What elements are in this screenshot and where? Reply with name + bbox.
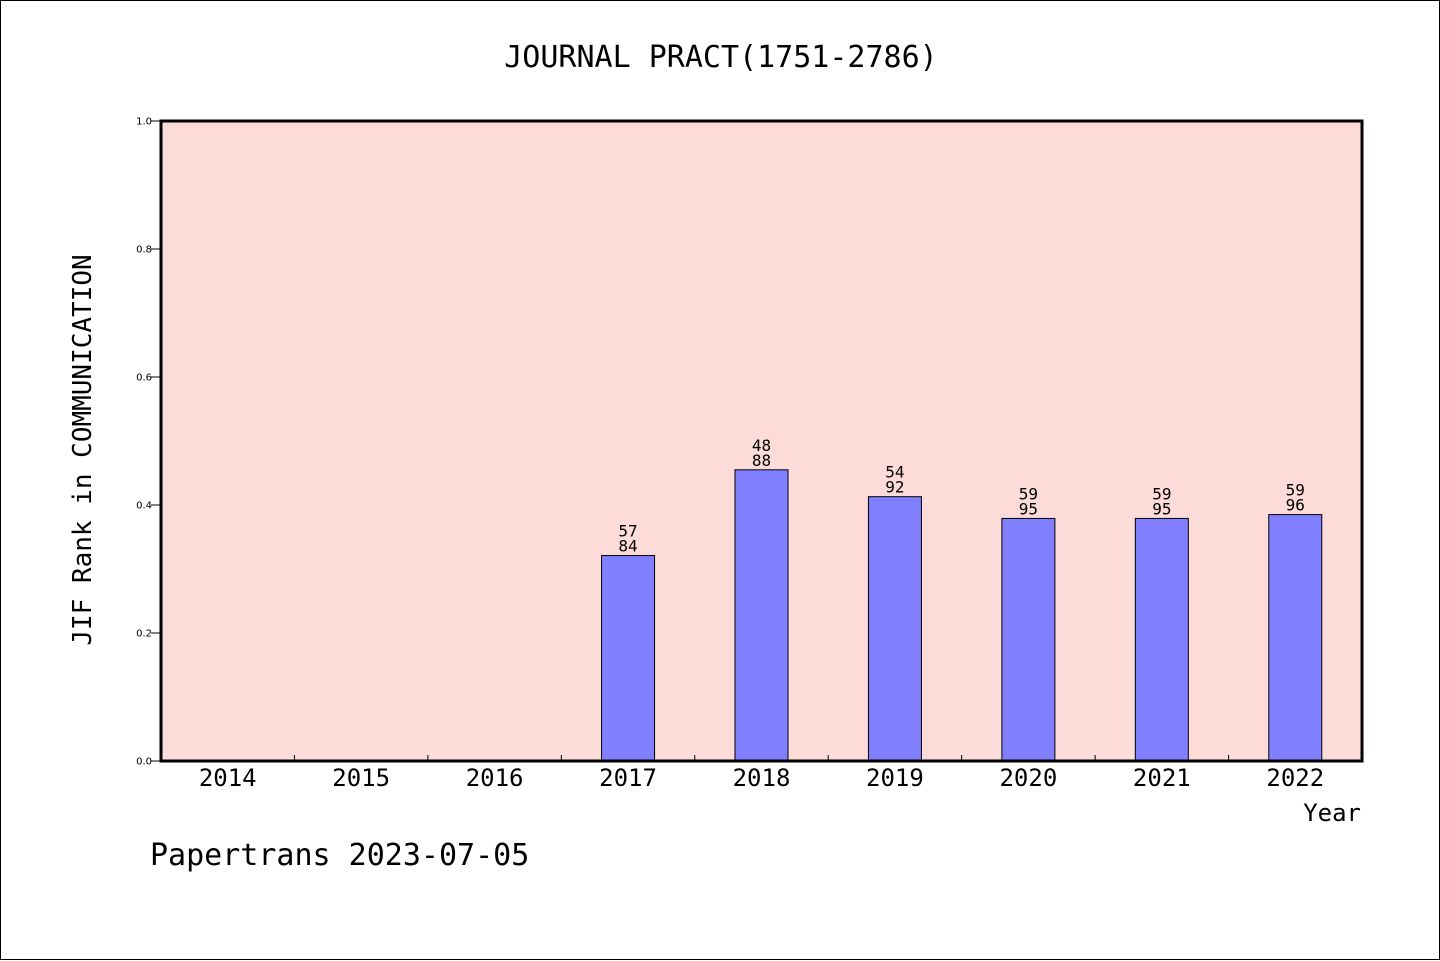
x-tick-label: 2017 <box>599 764 657 792</box>
bar-rank-label: 59 <box>1019 484 1038 503</box>
y-axis-label: JIF Rank in COMMUNICATION <box>68 254 98 645</box>
x-tick-label: 2015 <box>332 764 390 792</box>
bar-rank-label: 59 <box>1152 484 1171 503</box>
x-tick-label: 2021 <box>1133 764 1191 792</box>
bar-2019 <box>867 496 922 762</box>
bar-2021 <box>1134 517 1189 762</box>
bar-2020 <box>1001 517 1056 762</box>
y-tick-label: 0.4 <box>136 501 152 512</box>
bar-2018 <box>734 469 789 762</box>
bar-total-label: 88 <box>752 451 771 470</box>
bar-rank-label: 48 <box>752 436 771 455</box>
y-tick-label: 1.0 <box>136 117 152 128</box>
y-tick-label: 0.6 <box>136 373 152 384</box>
x-axis-ticks: 2014 2015 2016 2017 2018 2019 2020 2021 2022 <box>199 755 1324 792</box>
bar-total-label: 92 <box>885 478 904 497</box>
y-tick-label: 0.2 <box>136 629 152 640</box>
y-tick-label: 0.0 <box>136 757 152 768</box>
bar-total-label: 96 <box>1286 496 1305 515</box>
bar-total-label: 95 <box>1152 499 1171 518</box>
bar-total-label: 95 <box>1019 499 1038 518</box>
bar-rank-label: 54 <box>885 463 904 482</box>
plot-border <box>159 119 1364 763</box>
bar-total-label: 84 <box>618 537 637 556</box>
y-tick-label: 0.8 <box>136 245 152 256</box>
x-tick-label: 2016 <box>466 764 524 792</box>
chart-title: JOURNAL PRACT(1751-2786) <box>504 40 937 75</box>
x-tick-label: 2018 <box>733 764 791 792</box>
x-axis-label: Year <box>1303 799 1361 827</box>
y-axis-ticks: 0.0 0.2 0.4 0.6 0.8 1.0 <box>136 117 161 768</box>
bar-rank-label: 59 <box>1286 481 1305 500</box>
bar-2017 <box>601 555 656 762</box>
x-tick-label: 2014 <box>199 764 257 792</box>
x-tick-label: 2022 <box>1266 764 1324 792</box>
x-tick-label: 2019 <box>866 764 924 792</box>
x-tick-label: 2020 <box>999 764 1057 792</box>
footer-credit: Papertrans 2023-07-05 <box>150 838 529 873</box>
bar-2022 <box>1268 514 1323 762</box>
bars <box>601 469 1323 762</box>
bar-rank-label: 57 <box>618 522 637 541</box>
